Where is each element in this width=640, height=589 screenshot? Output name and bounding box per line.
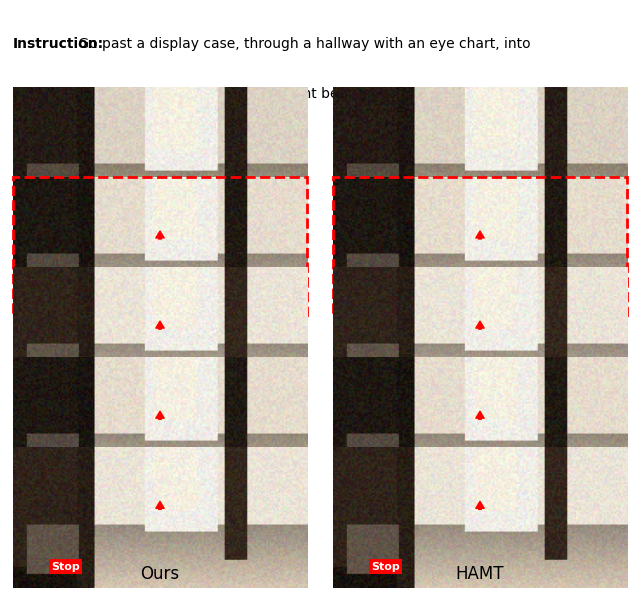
Text: the waiting area, and stop in front of a light beige couch with six pillows.: the waiting area, and stop in front of a… xyxy=(13,87,519,101)
Text: Go past a display case, through a hallway with an eye chart, into: Go past a display case, through a hallwa… xyxy=(74,37,531,51)
Bar xyxy=(13,177,307,317)
Text: Stop: Stop xyxy=(51,561,80,571)
Text: Stop: Stop xyxy=(371,561,400,571)
Bar xyxy=(333,177,627,317)
Text: Instruction:: Instruction: xyxy=(13,37,104,51)
Text: Ours: Ours xyxy=(140,565,180,583)
Text: HAMT: HAMT xyxy=(456,565,504,583)
